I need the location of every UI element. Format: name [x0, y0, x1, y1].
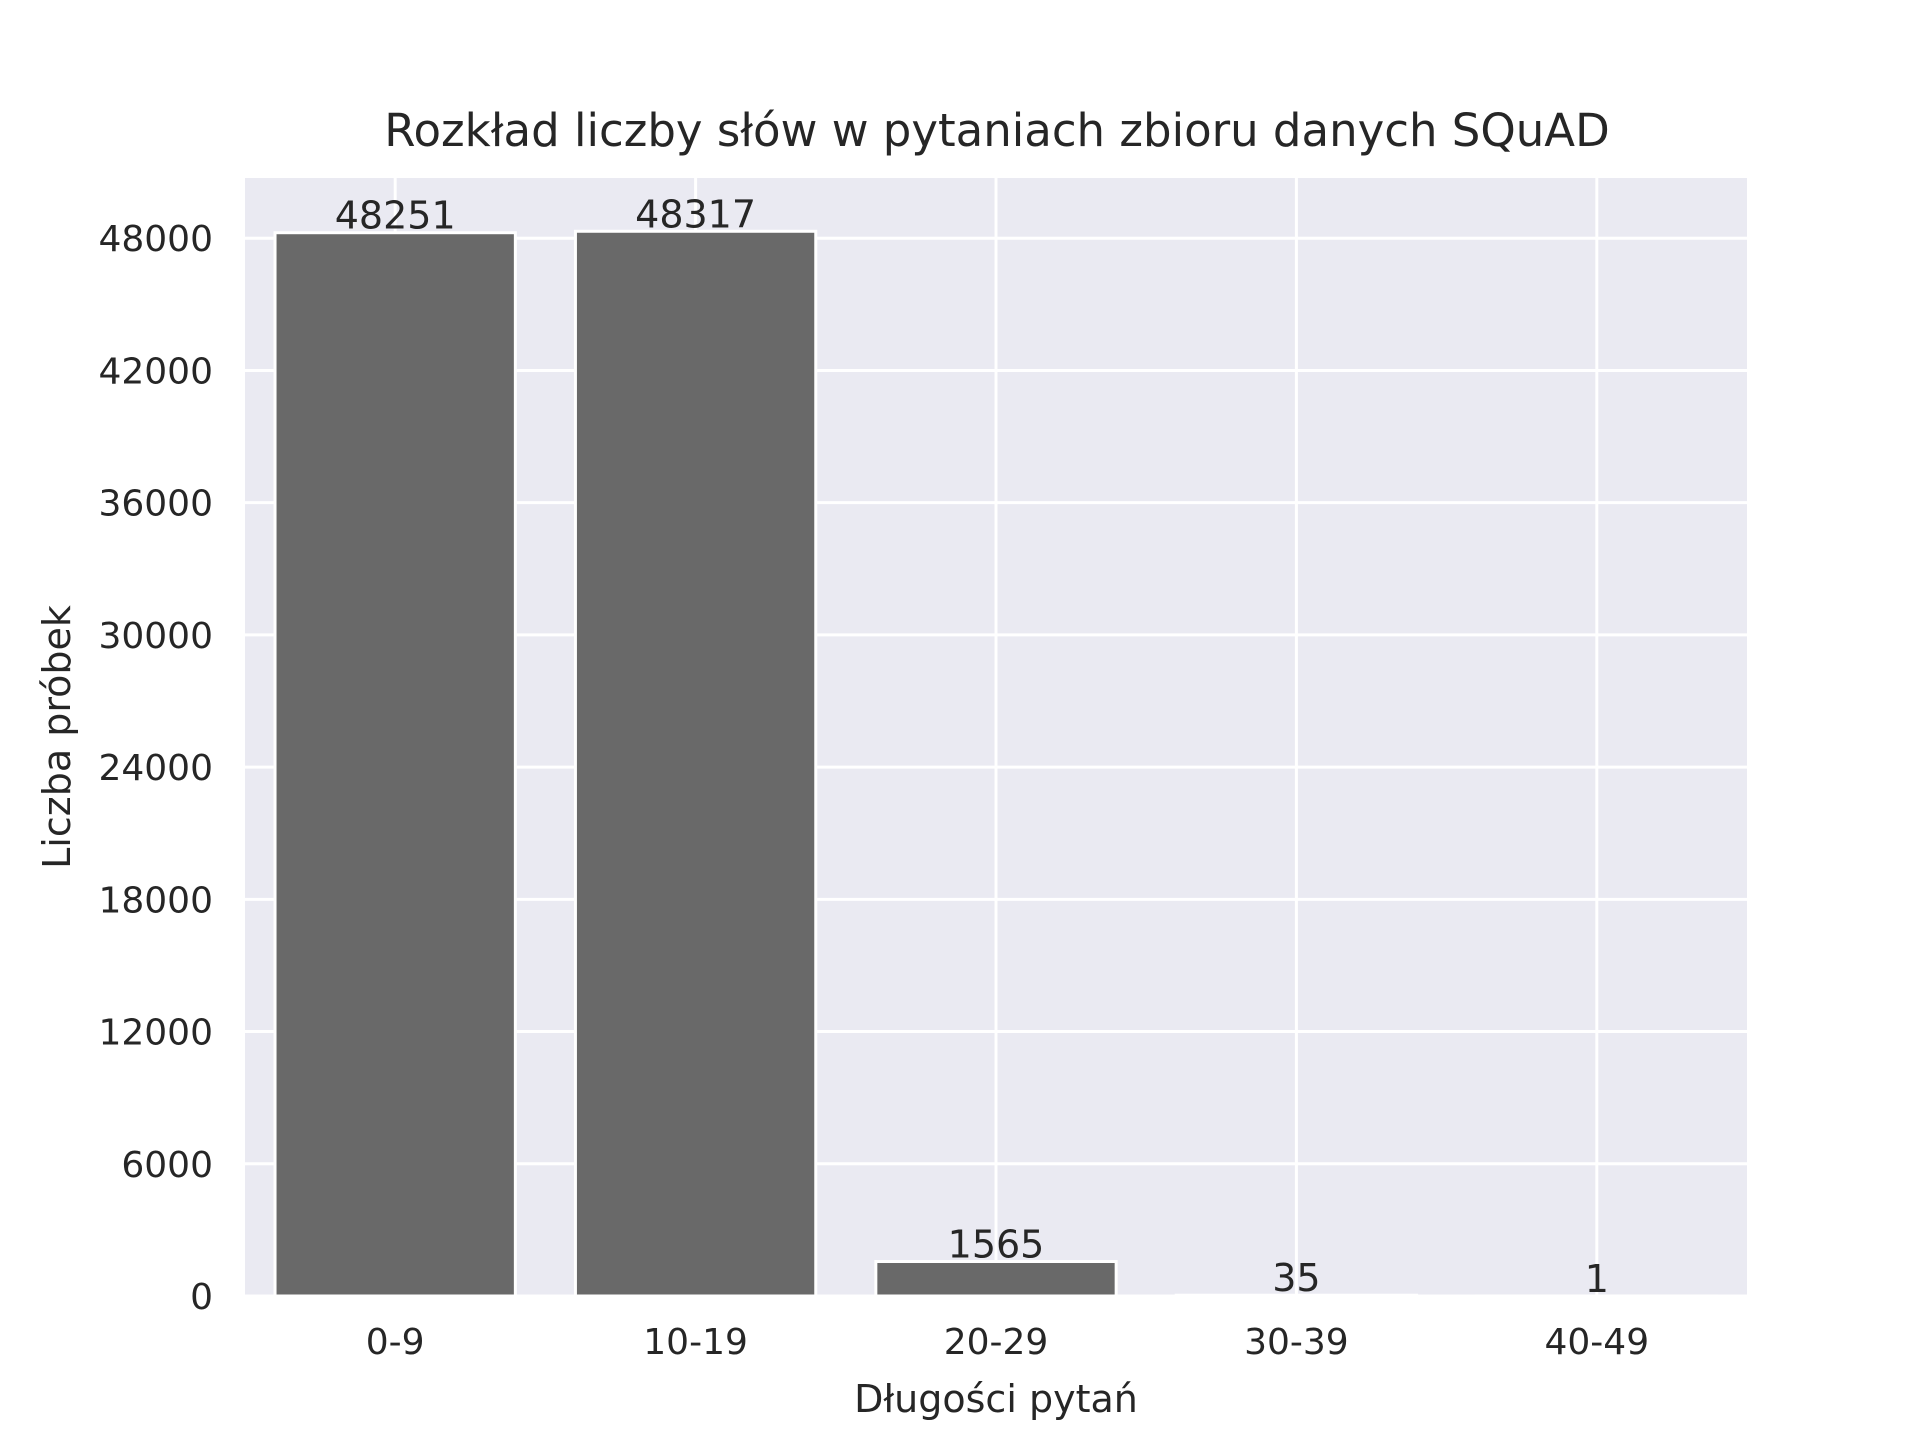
y-tick-label: 42000: [98, 351, 213, 392]
data-label-20-29: 1565: [948, 1223, 1045, 1267]
data-label-30-39: 35: [1272, 1256, 1320, 1300]
y-tick-label: 48000: [98, 219, 213, 260]
y-tick-label: 18000: [98, 880, 213, 921]
bar-40-49: [1475, 1294, 1719, 1298]
y-tick-label: 0: [190, 1277, 213, 1318]
bars: [273, 229, 1719, 1298]
y-tick-label: 36000: [98, 484, 213, 525]
y-tick-label: 12000: [98, 1013, 213, 1054]
data-label-40-49: 1: [1585, 1257, 1609, 1301]
x-tick-label-0-9: 0-9: [366, 1322, 425, 1363]
bar-10-19: [573, 229, 818, 1298]
x-tick-label-30-39: 30-39: [1244, 1322, 1349, 1363]
y-tick-label: 24000: [98, 748, 213, 789]
x-tick-label-20-29: 20-29: [944, 1322, 1049, 1363]
bar-30-39: [1174, 1293, 1419, 1298]
y-tick-label: 6000: [121, 1145, 213, 1186]
x-tick-label-10-19: 10-19: [643, 1322, 748, 1363]
x-tick-label-40-49: 40-49: [1544, 1322, 1649, 1363]
y-tick-label: 30000: [98, 616, 213, 657]
bar-20-29: [874, 1260, 1118, 1298]
bar-0-9: [273, 231, 517, 1298]
x-tick-labels: 0-9 10-19 20-29 30-39 40-49: [366, 1322, 1649, 1363]
data-label-0-9: 48251: [335, 194, 456, 238]
data-labels: 48251 48317 1565 35 1: [335, 192, 1609, 1301]
chart-title: Rozkład liczby słów w pytaniach zbioru d…: [384, 104, 1609, 157]
y-axis-label: Liczba próbek: [35, 605, 79, 869]
y-tick-labels: 0 6000 12000 18000 24000 30000 36000 42000 48000: [98, 219, 213, 1318]
data-label-10-19: 48317: [635, 192, 756, 236]
x-axis-label: Długości pytań: [854, 1377, 1138, 1421]
